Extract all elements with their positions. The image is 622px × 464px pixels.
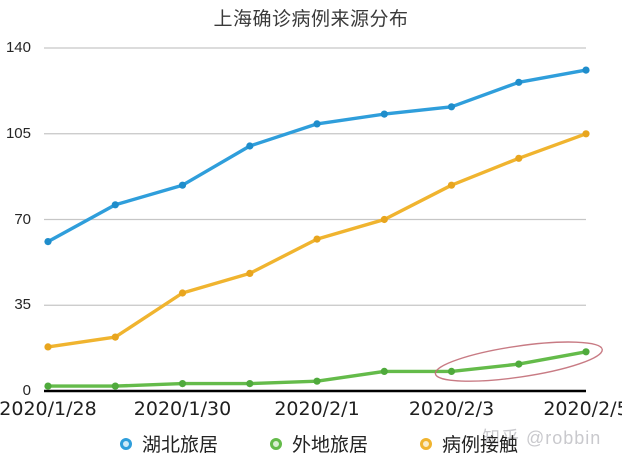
data-point: [178, 380, 187, 388]
data-point: [44, 238, 52, 246]
data-point: [380, 367, 388, 375]
watermark: 知乎 @robbin: [482, 428, 602, 448]
y-axis-label: 140: [5, 39, 31, 56]
data-point: [515, 78, 523, 86]
legend-marker-icon: [269, 437, 282, 450]
data-point: [380, 215, 388, 224]
series-line-0: [46, 68, 588, 244]
chart-legend: 湖北旅居 外地旅居 病例接触: [0, 430, 622, 457]
legend-item-2: 病例接触: [420, 430, 518, 457]
x-axis-label: 2020/1/28: [0, 398, 97, 420]
data-point: [111, 382, 119, 390]
data-point: [582, 130, 590, 138]
annotation-circle: [434, 341, 603, 382]
data-point: [515, 360, 523, 368]
data-point: [111, 201, 119, 209]
data-point: [447, 181, 456, 189]
y-axis-label: 0: [22, 382, 31, 399]
data-point: [515, 154, 523, 162]
x-axis-label: 2020/2/3: [408, 398, 495, 420]
legend-label: 湖北旅居: [141, 435, 218, 456]
data-point: [582, 66, 590, 74]
data-point: [44, 382, 52, 390]
data-point: [44, 343, 52, 351]
data-point: [246, 142, 254, 150]
y-axis-label: 70: [14, 210, 31, 228]
data-point: [447, 367, 456, 375]
data-point: [582, 348, 590, 356]
data-point: [313, 377, 321, 385]
legend-marker-icon: [420, 437, 432, 450]
legend-marker-icon: [119, 437, 132, 450]
data-point: [447, 103, 456, 111]
data-point: [246, 380, 254, 388]
chart-title: 上海确诊病例来源分布: [213, 9, 409, 30]
x-axis-label: 2020/2/1: [274, 398, 360, 420]
x-axis-label: 2020/2/5: [543, 398, 622, 420]
data-point: [313, 120, 321, 128]
data-point: [178, 289, 187, 297]
data-point: [178, 181, 187, 189]
x-axis-label: 2020/1/30: [133, 398, 232, 420]
y-axis-label: 105: [5, 124, 31, 142]
legend-label: 病例接触: [442, 435, 519, 456]
legend-label: 外地旅居: [291, 435, 368, 456]
data-point: [380, 110, 388, 118]
data-point: [111, 333, 119, 341]
data-point: [313, 235, 321, 243]
y-axis-label: 35: [14, 296, 31, 314]
data-point: [246, 269, 254, 277]
legend-item-1: 外地旅居: [269, 430, 368, 457]
legend-item-0: 湖北旅居: [119, 430, 218, 457]
